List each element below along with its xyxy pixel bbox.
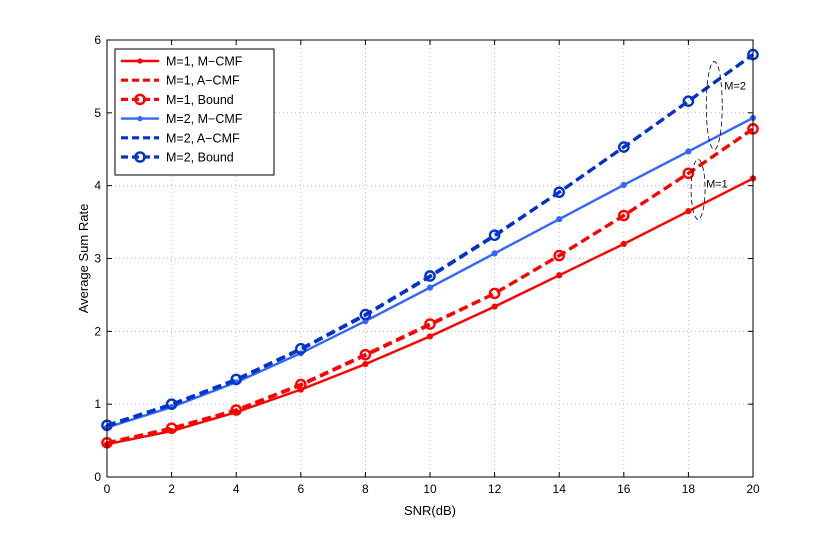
y-tick-label: 3 <box>94 252 101 266</box>
data-point-marker <box>618 141 630 153</box>
data-point <box>556 272 563 279</box>
y-tick-label: 2 <box>94 324 101 338</box>
x-tick-label: 14 <box>553 482 567 496</box>
data-point-marker <box>682 167 695 180</box>
legend-entry: M=2, Bound <box>121 151 234 165</box>
data-point <box>491 250 498 257</box>
y-tick-label: 1 <box>94 397 101 411</box>
data-point <box>620 181 627 189</box>
data-point <box>426 284 434 291</box>
data-point <box>362 361 369 368</box>
series-line <box>106 53 754 427</box>
x-tick-label: 0 <box>104 482 111 496</box>
data-point-marker <box>165 422 178 435</box>
annotation-label: M=1 <box>706 178 728 190</box>
legend-marker <box>137 116 143 122</box>
data-point <box>685 148 692 155</box>
legend-label: M=2, M−CMF <box>166 112 243 126</box>
legend-marker <box>134 151 146 163</box>
legend-entry: M=1, M−CMF <box>121 55 243 69</box>
data-point <box>491 303 498 310</box>
data-point-marker <box>294 378 307 391</box>
data-point-marker <box>230 373 242 386</box>
y-axis-label: Average Sum Rate <box>76 204 91 314</box>
data-point <box>620 240 627 248</box>
x-tick-label: 8 <box>362 482 369 496</box>
legend-label: M=1, M−CMF <box>166 55 243 69</box>
legend-entry: M=1, Bound <box>121 93 234 107</box>
y-tick-label: 0 <box>94 470 101 484</box>
x-tick-label: 4 <box>233 482 240 496</box>
data-point-marker <box>359 308 372 321</box>
y-tick-label: 6 <box>94 33 101 47</box>
x-tick-label: 2 <box>168 482 175 496</box>
data-point-marker <box>294 343 307 355</box>
annotation-label: M=2 <box>724 81 746 93</box>
annotation-ellipse <box>690 158 706 220</box>
series-layer <box>101 48 759 449</box>
annotations: M=2 M=1 <box>690 61 746 220</box>
data-point-marker <box>682 95 695 107</box>
legend-box <box>114 48 275 176</box>
legend-marker <box>134 93 146 106</box>
x-tick-label: 18 <box>682 482 696 496</box>
legend-marker <box>137 58 143 64</box>
x-tick-label: 10 <box>423 482 437 496</box>
legend-entry: M=1, A−CMF <box>121 74 240 88</box>
y-tick-label: 4 <box>94 179 101 193</box>
legend-label: M=1, Bound <box>166 93 234 107</box>
series-3 <box>101 123 759 449</box>
x-tick-label: 12 <box>488 482 502 496</box>
data-point-marker <box>165 398 178 410</box>
series-4 <box>103 114 757 431</box>
data-point-marker <box>553 186 566 199</box>
x-axis-label: SNR(dB) <box>404 503 456 518</box>
data-point <box>426 333 434 340</box>
legend-entry: M=2, A−CMF <box>121 131 240 145</box>
series-6 <box>101 48 759 432</box>
data-point-marker <box>424 318 436 330</box>
x-tick-label: 16 <box>617 482 631 496</box>
data-point-marker <box>359 348 372 361</box>
data-point-marker <box>424 270 436 282</box>
data-point <box>685 208 692 215</box>
data-point-marker <box>618 209 630 222</box>
legend: M=1, M−CMF M=1, A−CMF M=1, Bound M=2, M−CMF… <box>114 48 275 176</box>
data-point-marker <box>553 249 566 262</box>
data-point-marker <box>488 229 501 241</box>
annotation-ellipse <box>705 61 723 150</box>
legend-label: M=2, Bound <box>166 151 234 165</box>
legend-label: M=1, A−CMF <box>166 74 240 88</box>
legend-label: M=2, A−CMF <box>166 131 240 145</box>
x-tick-label: 20 <box>746 482 760 496</box>
series-line <box>106 127 754 445</box>
data-point-marker <box>488 287 501 300</box>
data-point <box>556 216 563 223</box>
data-point-marker <box>230 404 242 416</box>
x-tick-label: 6 <box>297 482 304 496</box>
y-tick-label: 5 <box>94 106 101 120</box>
legend-entry: M=2, M−CMF <box>121 112 243 126</box>
